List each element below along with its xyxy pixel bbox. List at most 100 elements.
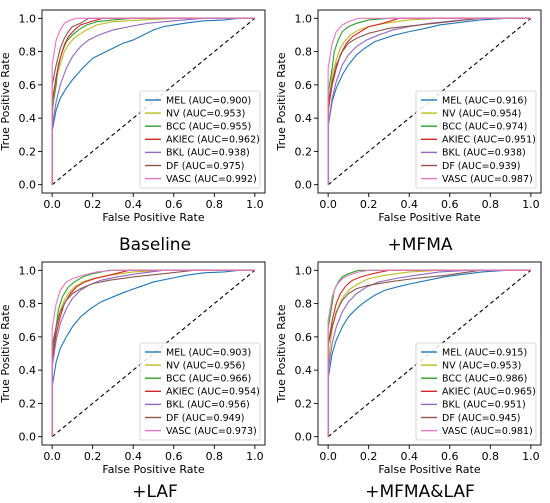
legend-label: AKIEC (AUC=0.962) bbox=[166, 135, 260, 146]
legend-label: DF (AUC=0.939) bbox=[442, 161, 520, 172]
roc-curve-7 bbox=[327, 17, 531, 185]
y-tick-label: 1.0 bbox=[19, 264, 37, 277]
legend-label: NV (AUC=0.956) bbox=[166, 360, 245, 371]
roc-panel-3: 0.0 0.0 0.2 0.2 0.4 0.4 0.6 0.6 0.8 0.8 1.0 1.0 Fals… bbox=[0, 261, 266, 502]
panel-caption: Baseline bbox=[119, 235, 191, 255]
legend-box bbox=[415, 90, 537, 189]
y-tick-label: 0.2 bbox=[295, 145, 313, 158]
legend-label: VASC (AUC=0.992) bbox=[166, 174, 257, 185]
roc-curve-3 bbox=[327, 269, 531, 437]
legend-label: NV (AUC=0.953) bbox=[442, 360, 521, 371]
x-tick-label: 0.0 bbox=[319, 450, 337, 463]
legend-label: AKIEC (AUC=0.951) bbox=[442, 135, 536, 146]
x-tick-label: 0.4 bbox=[124, 198, 142, 211]
legend-label: VASC (AUC=0.987) bbox=[442, 174, 533, 185]
legend: MEL (AUC=0.915) NV (AUC=0.953) BCC (AUC=0.… bbox=[415, 342, 537, 441]
x-tick-label: 0.4 bbox=[400, 198, 418, 211]
x-tick-label: 0.0 bbox=[319, 198, 337, 211]
roc-curves bbox=[51, 269, 255, 437]
legend-label: NV (AUC=0.954) bbox=[442, 108, 521, 119]
roc-curve-6 bbox=[51, 17, 255, 185]
chance-diagonal-line bbox=[327, 269, 532, 438]
roc-curve-5 bbox=[51, 269, 255, 437]
x-tick-label: 0.4 bbox=[400, 450, 418, 463]
roc-curve-1 bbox=[327, 17, 531, 185]
x-axis-label: False Positive Rate bbox=[378, 463, 480, 476]
y-axis-label: True Positive Rate bbox=[275, 52, 288, 151]
panel-caption: +LAF bbox=[132, 482, 178, 502]
x-tick-label: 0.8 bbox=[206, 198, 224, 211]
y-tick-label: 0.6 bbox=[295, 79, 313, 92]
roc-curve-6 bbox=[327, 17, 531, 185]
chance-diagonal-line bbox=[51, 269, 256, 438]
panel-caption: +MFMA bbox=[388, 235, 453, 255]
legend-label: BCC (AUC=0.974) bbox=[442, 122, 527, 133]
x-tick-label: 0.4 bbox=[124, 450, 142, 463]
legend-label: AKIEC (AUC=0.965) bbox=[442, 387, 536, 398]
roc-curve-5 bbox=[327, 269, 531, 437]
y-tick-label: 0.4 bbox=[295, 364, 313, 377]
legend-label: BCC (AUC=0.986) bbox=[442, 374, 527, 385]
roc-curve-3 bbox=[51, 269, 255, 437]
y-tick-label: 0.2 bbox=[19, 145, 37, 158]
legend-label: NV (AUC=0.953) bbox=[166, 108, 245, 119]
x-axis-label: False Positive Rate bbox=[102, 463, 204, 476]
x-tick-label: 0.8 bbox=[482, 450, 500, 463]
y-tick-label: 0.2 bbox=[19, 397, 37, 410]
roc-curve-3 bbox=[327, 17, 531, 185]
roc-curve-6 bbox=[51, 269, 255, 437]
legend-label: VASC (AUC=0.973) bbox=[166, 426, 257, 437]
x-tick-label: 0.8 bbox=[482, 198, 500, 211]
legend-label: BKL (AUC=0.938) bbox=[166, 148, 250, 159]
y-tick-label: 0.4 bbox=[19, 364, 37, 377]
x-axis-label: False Positive Rate bbox=[102, 211, 204, 224]
roc-curve-2 bbox=[327, 269, 531, 437]
roc-curve-7 bbox=[327, 269, 531, 437]
x-tick-label: 1.0 bbox=[522, 450, 540, 463]
x-tick-label: 0.0 bbox=[43, 198, 61, 211]
x-axis-label: False Positive Rate bbox=[378, 211, 480, 224]
x-tick-label: 0.2 bbox=[360, 198, 378, 211]
x-tick-label: 0.6 bbox=[441, 198, 459, 211]
y-tick-label: 0.2 bbox=[295, 397, 313, 410]
legend-box bbox=[415, 342, 537, 441]
x-tick-label: 0.6 bbox=[441, 450, 459, 463]
y-tick-label: 1.0 bbox=[295, 264, 313, 277]
y-axis-label: True Positive Rate bbox=[0, 52, 12, 151]
roc-curves bbox=[327, 17, 531, 185]
x-tick-label: 1.0 bbox=[246, 450, 264, 463]
legend-box bbox=[139, 90, 261, 189]
y-tick-label: 1.0 bbox=[295, 12, 313, 25]
chance-diagonal-line bbox=[327, 17, 532, 186]
roc-curve-1 bbox=[51, 17, 255, 185]
x-tick-label: 0.2 bbox=[84, 450, 102, 463]
legend-label: MEL (AUC=0.915) bbox=[442, 347, 527, 358]
legend-label: AKIEC (AUC=0.954) bbox=[166, 387, 260, 398]
legend-box bbox=[139, 342, 261, 441]
y-tick-label: 0.0 bbox=[295, 431, 313, 444]
y-tick-label: 0.8 bbox=[295, 46, 313, 59]
legend-label: DF (AUC=0.975) bbox=[166, 161, 244, 172]
legend-label: BCC (AUC=0.955) bbox=[166, 122, 251, 133]
y-tick-label: 0.4 bbox=[19, 112, 37, 125]
legend: MEL (AUC=0.916) NV (AUC=0.954) BCC (AUC=0.… bbox=[415, 90, 537, 189]
roc-panel-1: 0.0 0.0 0.2 0.2 0.4 0.4 0.6 0.6 0.8 0.8 1.0 1.0 Fals… bbox=[0, 9, 266, 255]
roc-curve-3 bbox=[51, 17, 255, 185]
x-tick-label: 0.8 bbox=[206, 450, 224, 463]
y-tick-label: 1.0 bbox=[19, 12, 37, 25]
roc-curves bbox=[327, 269, 531, 437]
roc-panel-2: 0.0 0.0 0.2 0.2 0.4 0.4 0.6 0.6 0.8 0.8 1.0 1.0 Fals… bbox=[275, 9, 542, 255]
y-tick-label: 0.6 bbox=[295, 331, 313, 344]
y-axis-label: True Positive Rate bbox=[0, 304, 12, 403]
axes-frame bbox=[41, 9, 266, 194]
legend-label: DF (AUC=0.945) bbox=[442, 413, 520, 424]
roc-curve-4 bbox=[327, 269, 531, 437]
legend-label: BKL (AUC=0.951) bbox=[442, 400, 526, 411]
legend: MEL (AUC=0.903) NV (AUC=0.956) BCC (AUC=0.… bbox=[139, 342, 261, 441]
legend: MEL (AUC=0.900) NV (AUC=0.953) BCC (AUC=0.… bbox=[139, 90, 261, 189]
legend-label: BCC (AUC=0.966) bbox=[166, 374, 251, 385]
roc-curve-7 bbox=[51, 17, 255, 185]
roc-curve-1 bbox=[327, 269, 531, 437]
x-tick-label: 0.0 bbox=[43, 450, 61, 463]
